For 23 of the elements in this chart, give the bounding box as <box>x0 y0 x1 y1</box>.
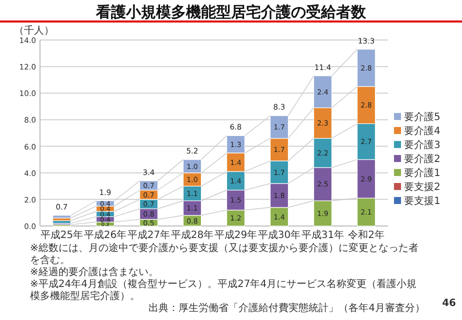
legend-label: 要支援2 <box>404 181 440 193</box>
source-note: 出典：厚生労働省「介護給付費実態統計」（各年4月審査分） <box>148 303 425 315</box>
text: ※経過的要介護は含まない。 <box>30 267 160 278</box>
legend-label: 要介護4 <box>404 125 440 137</box>
x-tick-label: 平成26年 <box>84 229 127 241</box>
x-tick-label: 平成29年 <box>214 229 258 241</box>
x-tick-label: 平成31年 <box>301 229 344 241</box>
text: ※平成24年4月創設（複合型サービス）。平成27年4月にサービス名称変更（看護小規模多機能型居宅介護）。 <box>30 279 418 302</box>
x-tick-label: 令和2年 <box>348 229 384 241</box>
legend-label: 要介護5 <box>404 111 440 123</box>
legend-label: 要介護1 <box>404 167 440 179</box>
legend-label: 要介護2 <box>404 153 440 165</box>
x-tick-label: 平成30年 <box>258 229 301 241</box>
text: 46 <box>442 298 456 309</box>
text: ※総数には、月の途中で要介護から要支援（又は要支援から要介護）に変更となった者を含む。 <box>30 243 420 266</box>
chart-title: 看護小規模多機能型居宅介護の受給者数 <box>95 3 367 21</box>
y-axis-title: （千人） <box>14 24 54 36</box>
legend-label: 要介護3 <box>404 139 440 151</box>
x-tick-label: 平成28年 <box>170 229 214 241</box>
x-tick-label: 平成27年 <box>127 229 170 241</box>
bar <box>52 215 72 218</box>
legend-label: 要支援1 <box>404 195 440 207</box>
x-tick-label: 平成25年 <box>40 229 84 241</box>
